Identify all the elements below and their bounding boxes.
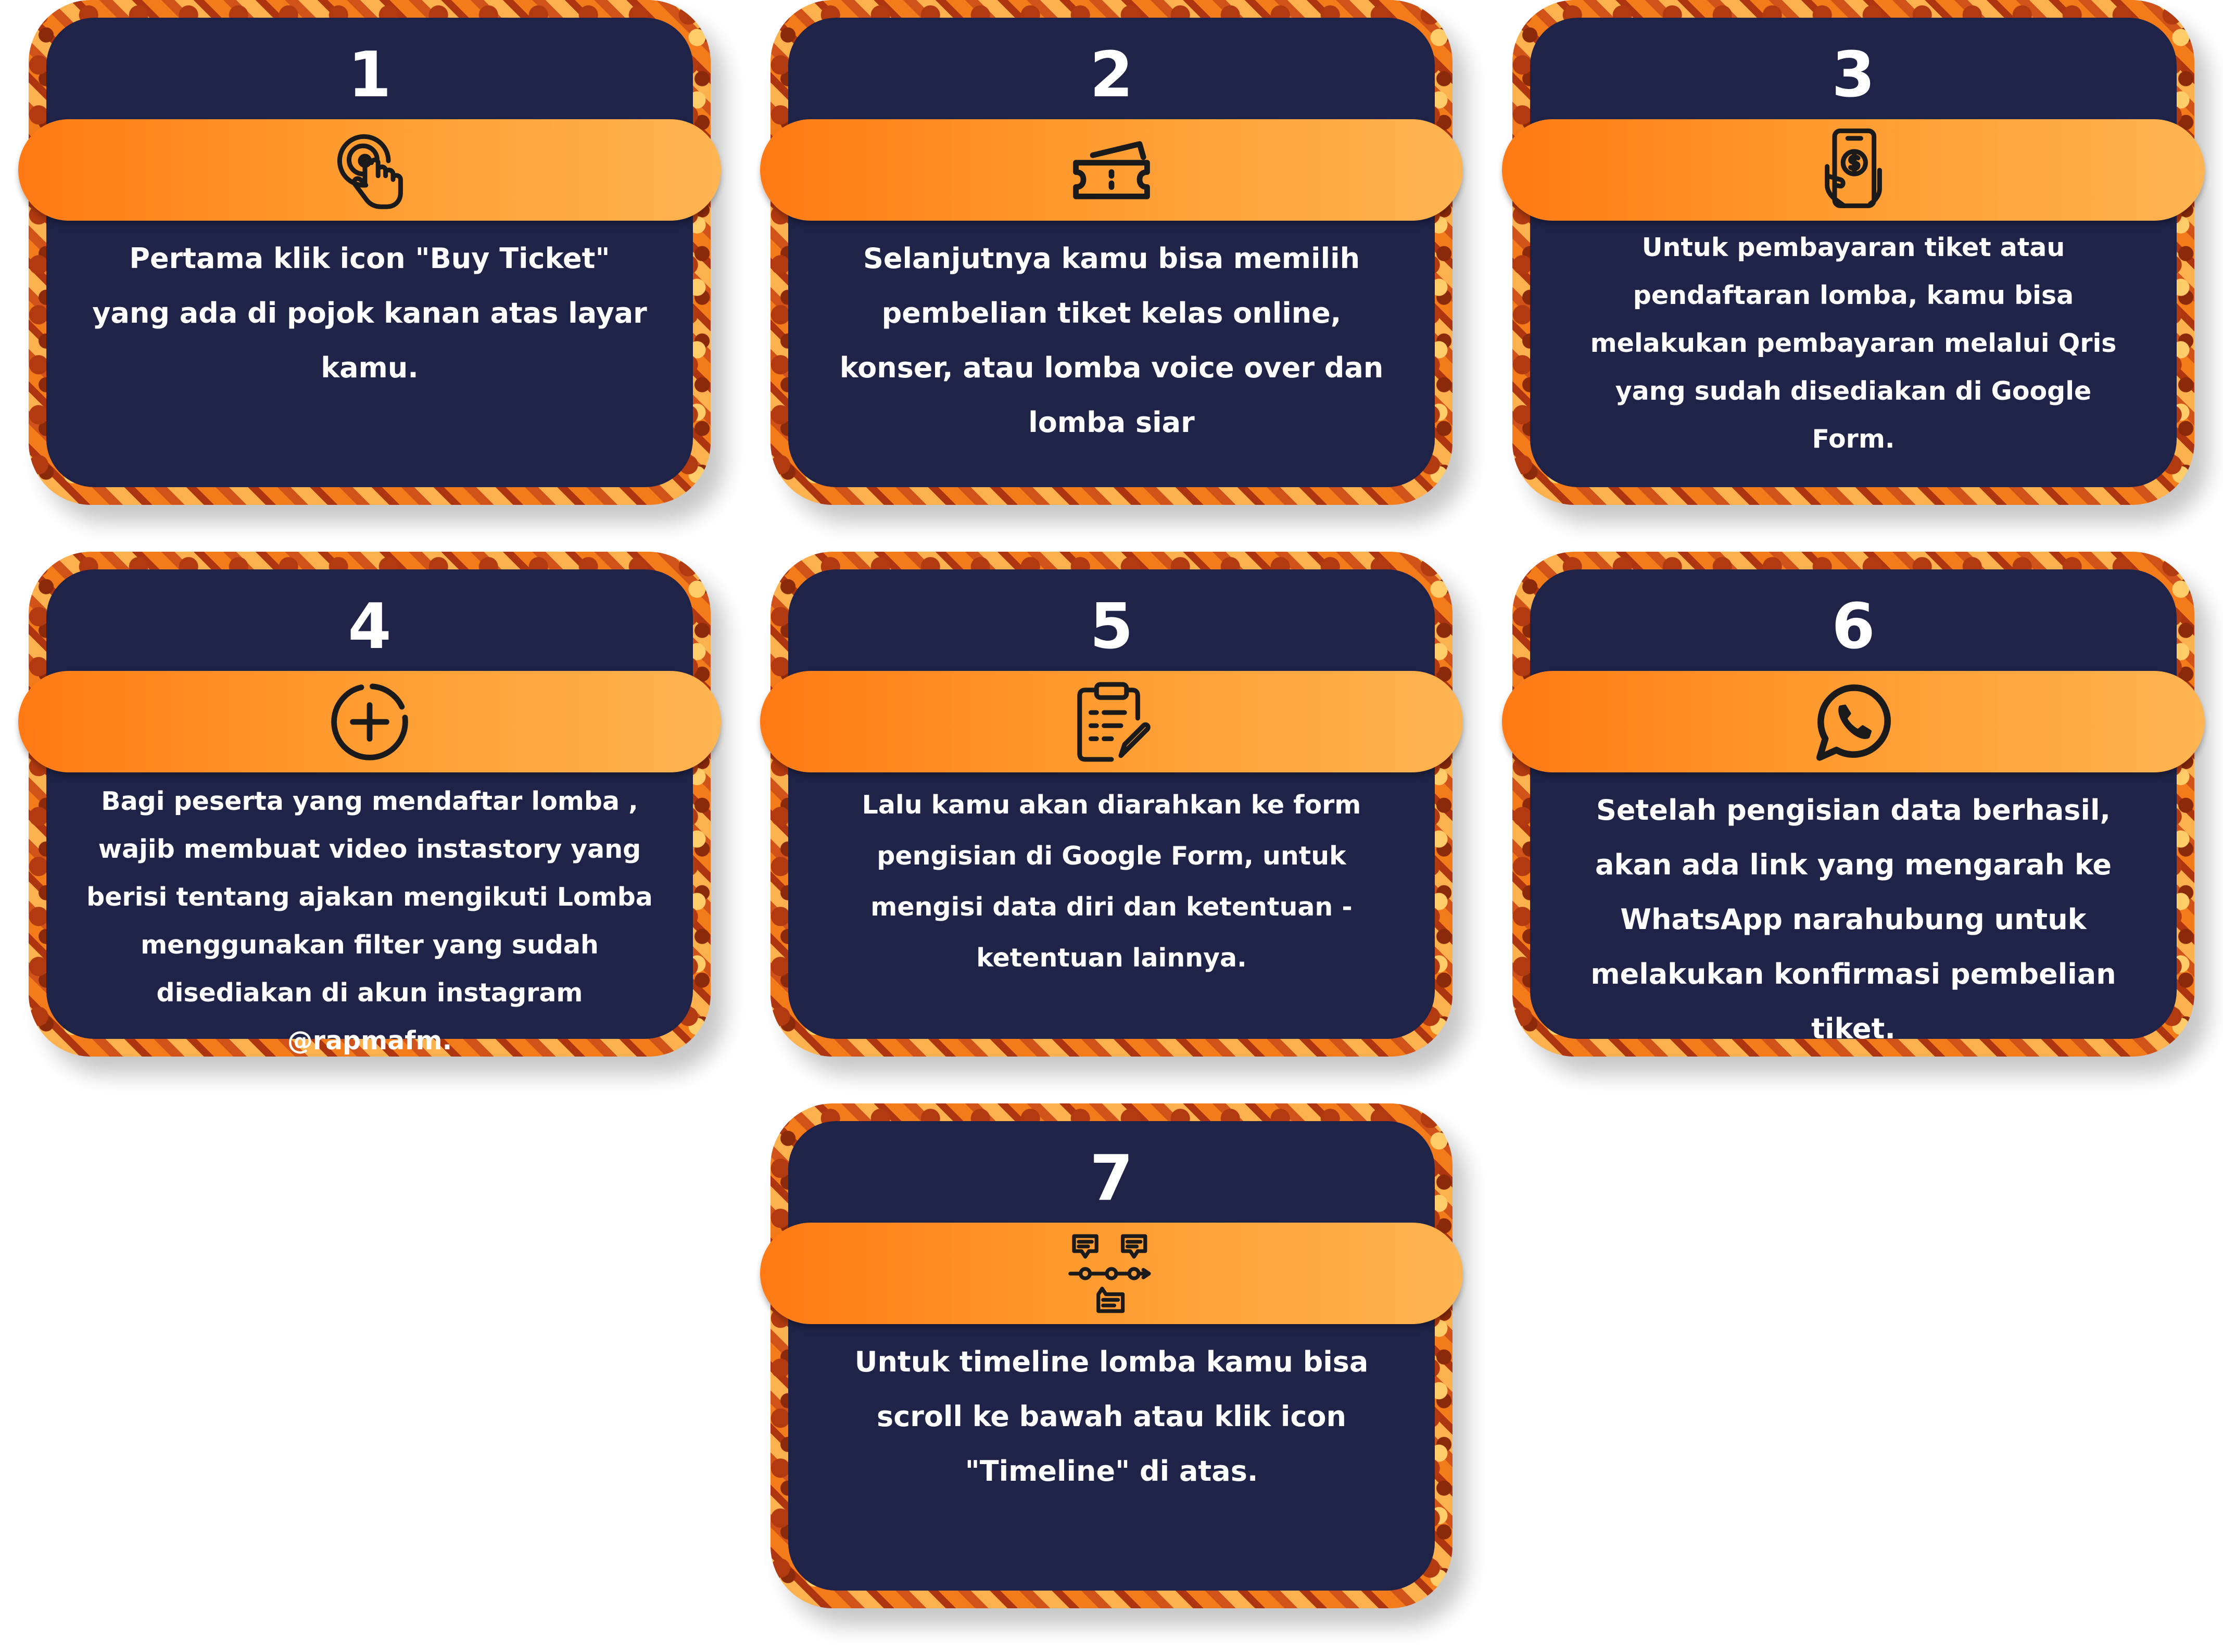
step-number: 3 [1832, 39, 1875, 111]
step-card-panel: 7 [760, 1121, 1463, 1591]
step-number: 1 [348, 39, 391, 111]
icon-band [760, 1223, 1463, 1324]
step-number: 5 [1090, 591, 1133, 663]
step-description: Untuk timeline lomba kamu bisa scroll ke… [854, 1345, 1369, 1488]
step-number: 4 [348, 591, 391, 663]
step-card-3: 3 Untuk pembayaran tiket atau pendaftara… [1502, 0, 2205, 505]
step-card-7: 7 [760, 1103, 1463, 1608]
step-card-panel: 5 Lalu kamu akan diarahkan ke form pengi… [760, 569, 1463, 1039]
step-card-2: 2 Selanjutnya kamu bisa memilih pembelia… [760, 0, 1463, 505]
step-card-4: 4 Bagi peserta yang mendaftar lomba , wa… [18, 552, 721, 1057]
step-description: Bagi peserta yang mendaftar lomba , waji… [86, 786, 653, 1056]
step-description: Setelah pengisian data berhasil, akan ad… [1590, 794, 2116, 1045]
step-number: 7 [1090, 1142, 1133, 1215]
icon-band [760, 671, 1463, 772]
step-number: 2 [1090, 39, 1133, 111]
step-description: Selanjutnya kamu bisa memilih pembelian … [839, 242, 1384, 439]
step-card-panel: 4 Bagi peserta yang mendaftar lomba , wa… [18, 569, 721, 1056]
add-circle-icon [323, 675, 416, 769]
step-card-panel: 2 Selanjutnya kamu bisa memilih pembelia… [760, 18, 1463, 487]
icon-band [760, 119, 1463, 221]
step-card-1: 1 Pertama klik icon "Buy Ticket" yang ad… [18, 0, 721, 505]
timeline-icon [1065, 1227, 1158, 1320]
step-card-panel: 6 Setelah pengisian data berhasil, akan … [1502, 569, 2205, 1045]
step-number: 6 [1832, 591, 1875, 663]
step-description: Untuk pembayaran tiket atau pendaftaran … [1590, 233, 2117, 454]
icon-band [1502, 671, 2205, 772]
step-card-6: 6 Setelah pengisian data berhasil, akan … [1502, 552, 2205, 1057]
mobile-payment-icon [1807, 123, 1900, 217]
icon-band [1502, 119, 2205, 221]
clipboard-edit-icon [1065, 675, 1158, 769]
icon-band [18, 119, 721, 221]
icon-band [18, 671, 721, 772]
step-card-panel: 3 Untuk pembayaran tiket atau pendaftara… [1502, 18, 2205, 487]
ticket-icon [1065, 123, 1158, 217]
step-card-panel: 1 Pertama klik icon "Buy Ticket" yang ad… [18, 18, 721, 487]
tap-finger-icon [323, 123, 416, 217]
whatsapp-icon [1807, 675, 1900, 769]
step-description: Lalu kamu akan diarahkan ke form pengisi… [862, 790, 1361, 973]
step-description: Pertama klik icon "Buy Ticket" yang ada … [92, 242, 647, 384]
step-card-5: 5 Lalu kamu akan diarahkan ke form pengi… [760, 552, 1463, 1057]
